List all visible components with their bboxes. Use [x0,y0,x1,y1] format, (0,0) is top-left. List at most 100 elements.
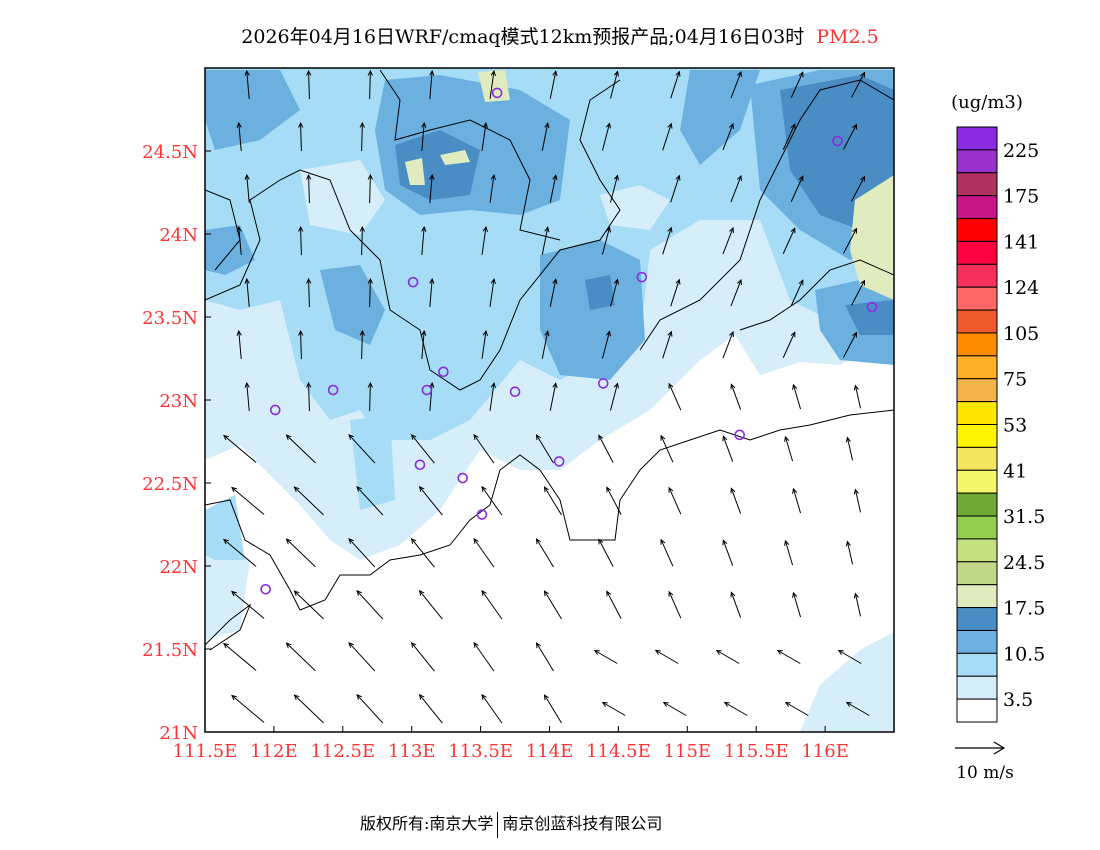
footer-copyright: 版权所有:南京大学 [360,814,494,833]
wind-arrow-icon [598,434,614,463]
wind-arrow-icon [730,70,742,99]
wind-arrow-icon [549,278,558,307]
station-marker [327,384,339,396]
wind-arrow-icon [231,694,265,723]
wind-arrow-icon [730,591,742,618]
wind-arrow-icon [722,122,734,151]
wind-arrow-icon [473,641,495,672]
lon-tick-label: 115.5E [724,741,789,762]
lon-tick-label: 113E [388,741,436,762]
wind-arrow-icon [609,70,619,99]
wind-arrow-icon [543,486,562,516]
wind-arrow-icon [549,174,558,203]
wind-arrow-icon [223,434,257,463]
wind-arrow-icon [348,434,376,464]
wind-arrow-icon [356,486,384,516]
station-marker [260,583,271,595]
wind-arrow-icon [359,121,365,152]
wind-arrow-icon [845,701,870,716]
wind-arrow-icon [730,278,742,307]
wind-arrow-icon [598,538,614,567]
wind-arrow-icon [722,539,734,566]
wind-arrow-icon [421,329,427,359]
wind-arrow-icon [285,538,316,568]
lon-tick-label: 111.5E [173,741,238,762]
wind-arrow-icon [549,70,558,99]
colorbar-swatch [956,195,998,220]
wind-arrow-icon [843,123,858,150]
wind-arrow-icon [367,173,373,204]
wind-arrow-icon [790,279,804,306]
wind-arrow-icon [730,174,742,203]
wind-arrow-icon [489,381,496,411]
wind-arrow-icon [298,225,304,256]
lat-tick-label: 21N [159,723,198,744]
wind-arrow-icon [231,590,265,619]
colorbar-label: 17.5 [1003,598,1045,620]
wind-arrow-icon [722,435,734,462]
wind-arrow-icon [845,540,854,565]
colorbar-swatch [956,538,998,563]
colorbar-swatch [956,698,998,723]
wind-arrow-icon [410,433,435,464]
colorbar-label: 24.5 [1003,552,1045,574]
wind-arrow-icon [606,486,622,515]
colorbar-label: 105 [1003,323,1039,345]
wind-arrow-icon [244,69,250,99]
wind-arrow-icon [359,225,365,256]
station-marker [269,404,281,416]
colorbar-label: 31.5 [1003,506,1045,528]
wind-arrow-icon [367,381,373,412]
wind-arrow-icon [784,435,794,462]
wind-arrow-icon [723,701,748,716]
colorbar-swatch [956,309,998,334]
wind-arrow-icon [660,538,674,567]
colorbar-label: 75 [1003,369,1027,391]
lat-tick-label: 22N [159,557,198,578]
colorbar-swatch [956,675,998,700]
colorbar-swatch [956,149,998,174]
wind-arrow-icon [845,436,854,461]
colorbar-swatch [956,218,998,242]
colorbar-swatch [956,561,998,586]
wind-arrow-icon [722,226,734,255]
wind-arrow-icon [601,226,611,255]
wind-arrow-icon [792,383,802,410]
wind-arrow-icon [853,384,862,409]
wind-arrow-icon [784,539,794,566]
wind-arrow-icon [792,487,802,514]
colorbar-label: 10.5 [1003,643,1045,665]
wind-arrow-icon [543,694,562,724]
wind-arrow-icon [782,123,796,150]
wind-arrow-icon [670,174,681,203]
wind-arrow-icon [223,642,257,671]
colorbar-label: 41 [1003,460,1027,482]
concentration-field [205,68,894,732]
lon-tick-label: 112.5E [310,741,375,762]
wind-arrow-icon [244,277,250,307]
wind-arrow-icon [306,381,312,412]
wind-arrow-icon [306,277,312,308]
wind-arrow-icon [606,590,622,619]
wind-arrow-icon [601,701,626,716]
colorbar-swatch [956,629,998,654]
wind-arrow-icon [601,330,611,359]
station-marker [476,509,488,520]
lat-tick-label: 22.5N [142,474,198,495]
wind-arrow-icon [429,381,435,411]
wind-arrow-icon [367,277,373,308]
wind-arrow-icon [730,487,742,514]
lat-tick-label: 23.5N [142,308,198,329]
wind-arrow-icon [549,382,558,411]
wind-arrow-icon [244,381,250,411]
wind-arrow-icon [541,330,550,359]
colorbar-swatch [956,401,998,426]
wind-arrow-icon [837,649,862,664]
station-marker [734,429,745,441]
wind-arrow-icon [715,649,740,664]
wind-arrow-icon [236,225,242,255]
wind-arrow-icon [660,434,674,463]
wind-arrow-icon [853,488,862,513]
wind-arrow-icon [481,589,503,620]
wind-arrow-icon [593,649,618,664]
